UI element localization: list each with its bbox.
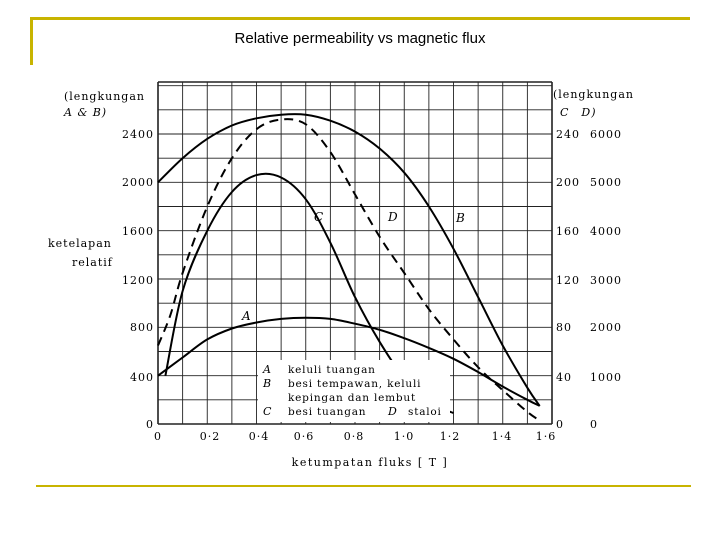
y-right-c-tick-label: 240 <box>556 128 580 141</box>
curve-label-c: C <box>314 210 323 224</box>
y-right-d-tick-label: 0 <box>590 418 598 431</box>
y-right-d-tick-label: 3000 <box>590 274 622 287</box>
legend-key-b: B <box>262 377 271 390</box>
y-right-c-tick-label: 0 <box>556 418 564 431</box>
x-tick-label: 0·6 <box>294 430 315 443</box>
curve-label-b: B <box>455 211 465 225</box>
legend-text: besi tempawan, keluli <box>288 378 421 390</box>
y-right-d-tick-label: 4000 <box>590 225 622 238</box>
y-right-d-tick-label: 1000 <box>590 371 622 384</box>
slide-title: Relative permeability vs magnetic flux <box>234 30 486 47</box>
x-tick-label: 1·6 <box>536 430 557 443</box>
legend-key-a: A <box>262 363 271 376</box>
chart-curves <box>157 113 541 422</box>
y-right-curves-label-line2: C D) <box>560 106 597 119</box>
x-tick-label: 0·8 <box>344 430 365 443</box>
curve-a <box>157 316 541 407</box>
y-right-c-tick-label: 40 <box>556 371 572 384</box>
y-right-c-tick-label: 120 <box>556 274 580 287</box>
curve-label-a: A <box>241 309 251 323</box>
legend-text: kepingan dan lembut <box>288 392 416 404</box>
y-right-d-tick-label: 5000 <box>590 176 622 189</box>
y-right-c-tick-label: 200 <box>556 176 580 189</box>
slide-frame-bottom-line <box>36 485 691 487</box>
legend-text: keluli tuangan <box>288 364 376 376</box>
y-left-curves-label-line1: (lengkungan <box>64 90 145 103</box>
x-tick-label: 0 <box>154 430 162 443</box>
y-left-tick-label: 400 <box>130 371 154 384</box>
legend-box <box>258 360 450 422</box>
curve-d <box>157 118 541 422</box>
y-left-tick-label: 0 <box>146 418 154 431</box>
y-left-curves-label-line2: A & B) <box>63 106 107 119</box>
curve-label-d: D <box>387 210 398 224</box>
x-tick-label: 0·4 <box>249 430 270 443</box>
legend-text: staloi <box>408 406 442 418</box>
legend-text: besi tuangan <box>288 406 366 418</box>
y-left-tick-label: 800 <box>130 321 154 334</box>
y-right-d-tick-label: 2000 <box>590 321 622 334</box>
y-left-tick-label: 1600 <box>122 225 154 238</box>
y-left-axis-label-line2: relatif <box>72 256 113 269</box>
slide-frame-left-line <box>30 17 33 65</box>
x-tick-label: 1·0 <box>394 430 415 443</box>
chart-labels: 0 0·2 0·4 0·6 0·8 1·0 1·2 1·4 1·6 ketumpatan fluk… <box>48 88 634 469</box>
x-tick-label: 1·2 <box>440 430 461 443</box>
y-right-c-tick-label: 160 <box>556 225 580 238</box>
y-left-tick-label: 2000 <box>122 176 154 189</box>
curve-b <box>157 113 541 407</box>
y-right-c-tick-label: 80 <box>556 321 572 334</box>
y-left-tick-label: 1200 <box>122 274 154 287</box>
x-axis-label: ketumpatan fluks [ T ] <box>292 456 449 469</box>
y-right-curves-label-line1: (lengkungan <box>553 88 634 101</box>
slide-frame-top-line <box>30 17 690 20</box>
x-tick-label: 0·2 <box>200 430 221 443</box>
y-right-d-tick-label: 6000 <box>590 128 622 141</box>
x-tick-label: 1·4 <box>492 430 513 443</box>
legend-key-d: D <box>387 405 397 418</box>
y-left-axis-label-line1: ketelapan <box>48 237 112 250</box>
y-left-tick-label: 2400 <box>122 128 154 141</box>
legend-key-c: C <box>263 405 272 418</box>
